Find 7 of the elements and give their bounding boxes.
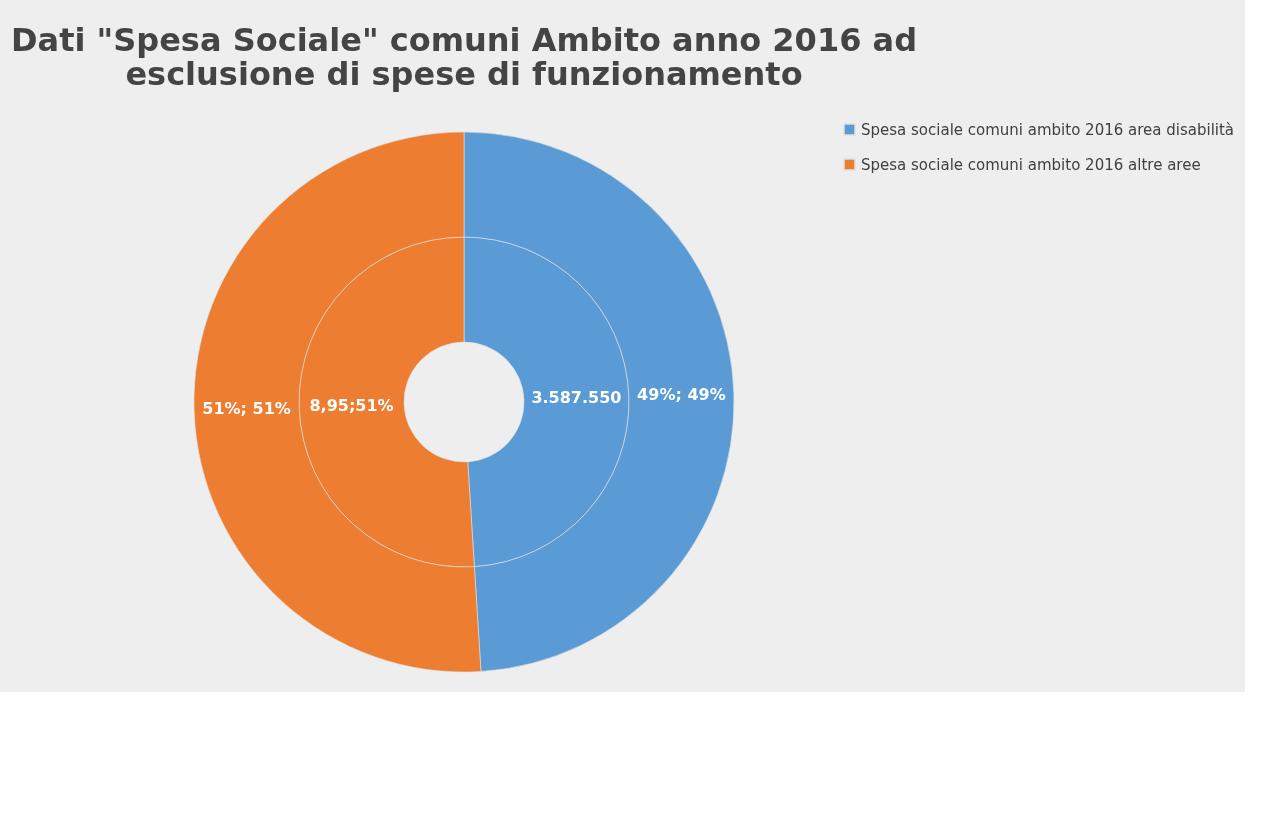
text: Dati "Spesa Sociale" comuni Ambito anno 2016 ad: [10, 21, 918, 59]
data-label: 51%; 51%: [202, 398, 291, 418]
text: 3.587.550: [531, 388, 622, 408]
legend-label: Spesa sociale comuni ambito 2016 area disabilità: [861, 120, 1235, 139]
legend-label: Spesa sociale comuni ambito 2016 altre aree: [861, 155, 1201, 174]
data-label: 49%; 49%: [637, 385, 726, 405]
text: 8,95;51%: [309, 395, 394, 415]
